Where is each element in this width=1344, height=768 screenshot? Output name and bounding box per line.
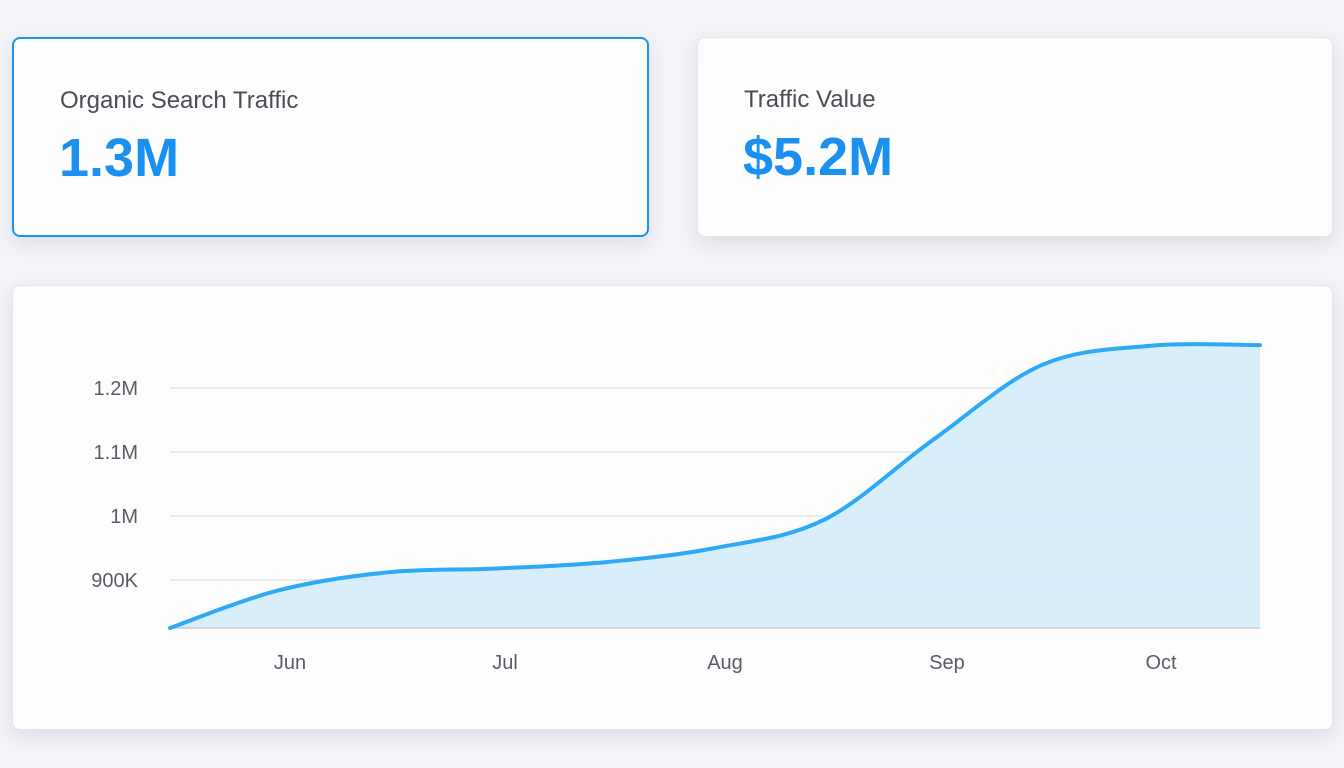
series-line (168, 342, 1262, 630)
kpi-label: Organic Search Traffic (60, 87, 299, 114)
kpi-card-traffic-value[interactable]: Traffic Value $5.2M (697, 37, 1333, 237)
x-tick-label: Jun (274, 652, 306, 674)
x-tick-label: Jul (492, 652, 518, 674)
y-tick-label: 900K (91, 570, 138, 592)
y-tick-label: 1M (110, 506, 138, 528)
kpi-value: $5.2M (743, 127, 894, 187)
x-tick-label: Oct (1145, 652, 1177, 674)
x-tick-label: Sep (929, 652, 965, 674)
kpi-label: Traffic Value (744, 86, 876, 113)
kpi-value: 1.3M (59, 128, 180, 188)
y-tick-label: 1.2M (94, 378, 138, 400)
y-tick-label: 1.1M (94, 442, 138, 464)
x-tick-label: Aug (707, 652, 743, 674)
kpi-card-organic-traffic[interactable]: Organic Search Traffic 1.3M (12, 37, 649, 237)
area-fill (170, 344, 1260, 628)
